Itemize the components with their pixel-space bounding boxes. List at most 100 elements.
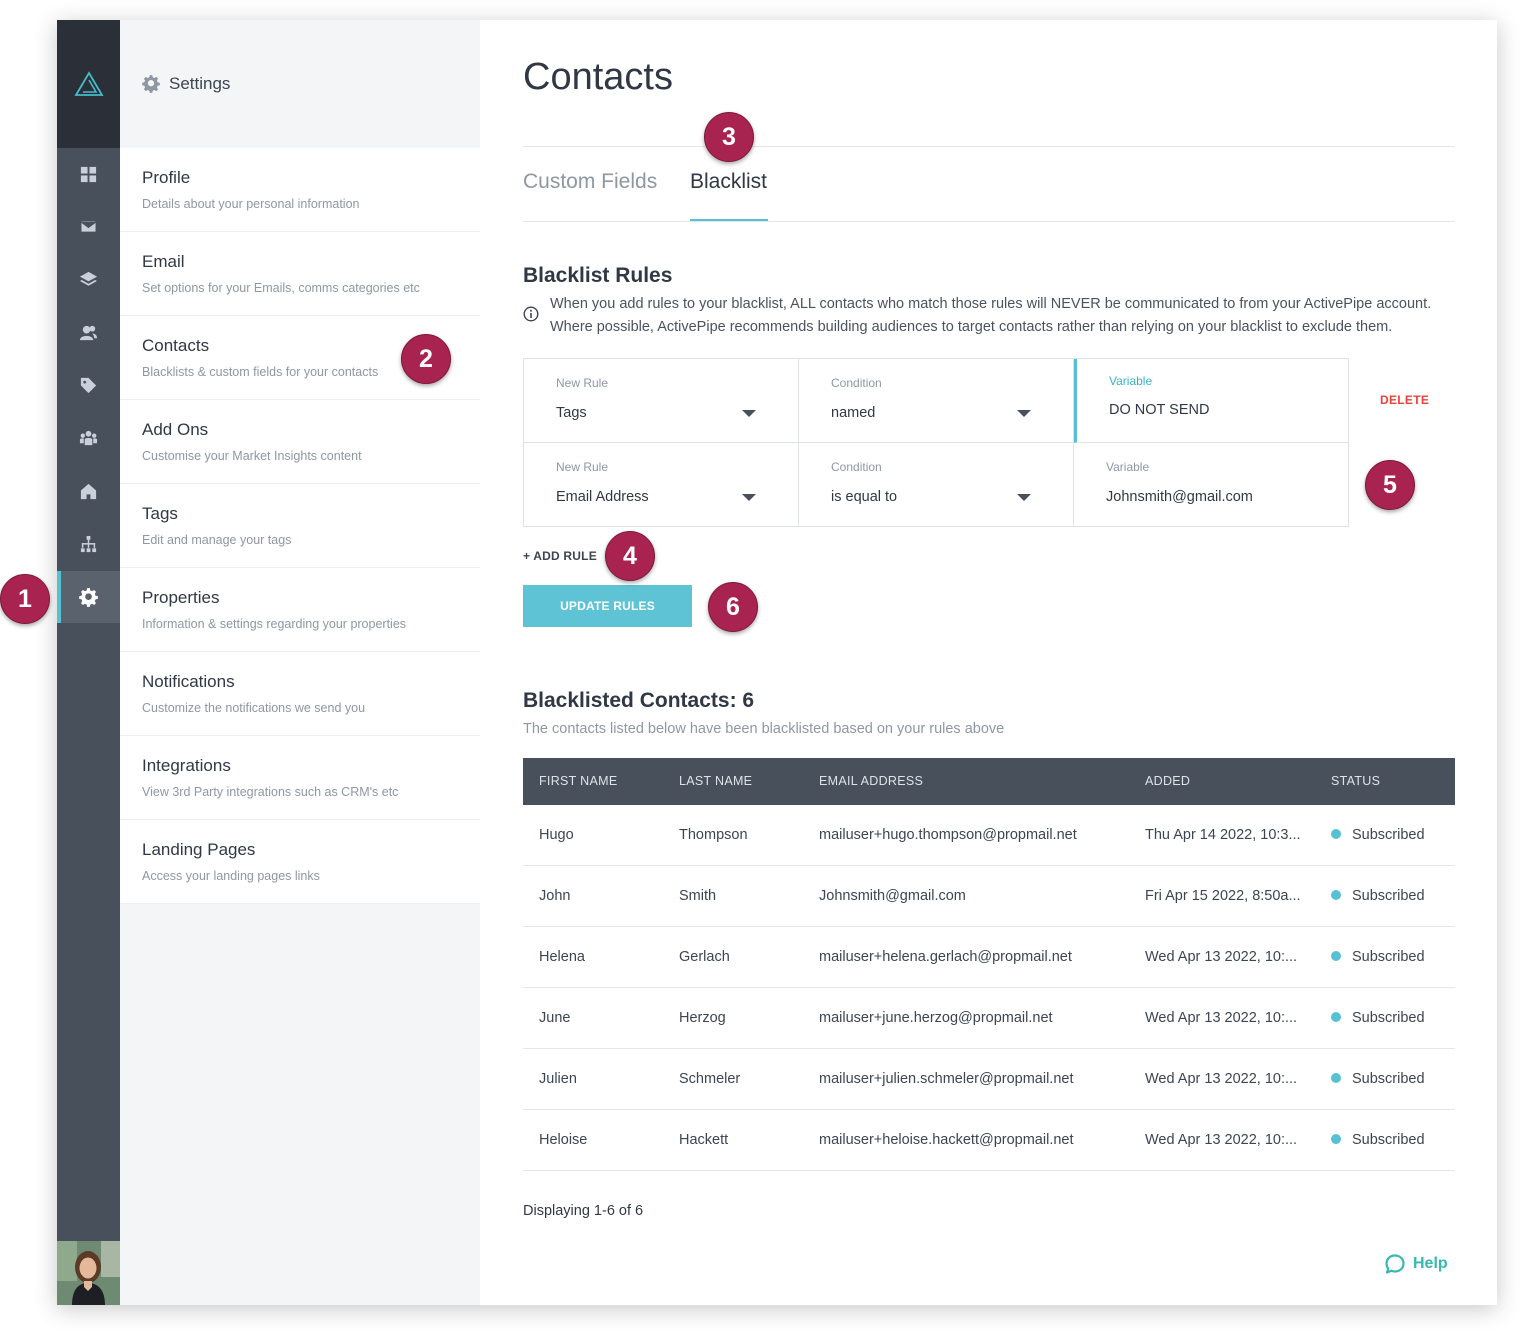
gear-icon (79, 587, 98, 607)
table-row[interactable]: Julien Schmeler mailuser+julien.schmeler… (523, 1049, 1455, 1110)
menu-item-desc: Access your landing pages links (142, 869, 320, 883)
rule-label: New Rule (556, 376, 609, 390)
rail-settings[interactable] (57, 571, 120, 623)
rule-select[interactable]: New Rule Email Address (524, 443, 799, 527)
status-dot-icon (1331, 1134, 1341, 1144)
rail-layers[interactable] (57, 253, 120, 305)
chat-bubble-icon (1385, 1254, 1405, 1274)
rail-sitemap[interactable] (57, 518, 120, 570)
settings-header: Settings (120, 20, 480, 148)
table-row[interactable]: June Herzog mailuser+june.herzog@propmai… (523, 988, 1455, 1049)
condition-select[interactable]: Condition is equal to (799, 443, 1074, 527)
active-tab-indicator (690, 219, 768, 222)
column-header[interactable]: ADDED (1145, 774, 1191, 788)
last-name-cell: Herzog (679, 1010, 726, 1026)
add-rule-button[interactable]: + ADD RULE (523, 549, 597, 563)
menu-item-landing-pages[interactable]: Landing Pages Access your landing pages … (120, 820, 480, 904)
tab-custom-fields[interactable]: Custom Fields (523, 170, 658, 193)
callout-badge: 5 (1365, 460, 1415, 510)
tag-icon (80, 377, 97, 393)
tab-blacklist[interactable]: Blacklist (690, 170, 768, 193)
rule-value: Email Address (556, 489, 649, 505)
rail-mail[interactable] (57, 200, 120, 252)
menu-item-email[interactable]: Email Set options for your Emails, comms… (120, 232, 480, 316)
status-cell: Subscribed (1331, 949, 1425, 965)
callout-badge: 4 (605, 531, 655, 581)
menu-item-desc: Details about your personal information (142, 197, 360, 211)
menu-item-notifications[interactable]: Notifications Customize the notification… (120, 652, 480, 736)
blacklisted-contacts-subtitle: The contacts listed below have been blac… (523, 721, 1005, 737)
condition-label: Condition (831, 460, 882, 474)
rule-select[interactable]: New Rule Tags (524, 359, 799, 443)
rail-team[interactable] (57, 412, 120, 464)
status-dot-icon (1331, 1012, 1341, 1022)
menu-item-tags[interactable]: Tags Edit and manage your tags (120, 484, 480, 568)
email-cell: mailuser+julien.schmeler@propmail.net (819, 1071, 1074, 1087)
menu-item-desc: Customise your Market Insights content (142, 449, 362, 463)
team-icon (79, 430, 98, 445)
table-row[interactable]: Heloise Hackett mailuser+heloise.hackett… (523, 1110, 1455, 1171)
avatar[interactable] (57, 1241, 120, 1305)
tabs-divider (523, 221, 1455, 222)
menu-item-integrations[interactable]: Integrations View 3rd Party integrations… (120, 736, 480, 820)
condition-value: named (831, 405, 876, 421)
rail-tags[interactable] (57, 359, 120, 411)
status-label: Subscribed (1352, 1010, 1425, 1026)
status-cell: Subscribed (1331, 1010, 1425, 1026)
email-cell: mailuser+hugo.thompson@propmail.net (819, 827, 1077, 843)
pagination-info: Displaying 1-6 of 6 (523, 1203, 644, 1219)
home-icon (80, 483, 97, 499)
rules-table: New Rule Tags Condition named Variable D… (523, 358, 1349, 527)
menu-item-title: Properties (142, 588, 220, 607)
column-header[interactable]: EMAIL ADDRESS (819, 774, 924, 788)
caret-down-icon (742, 410, 756, 417)
main-content: Contacts Custom Fields Blacklist Blackli… (480, 20, 1497, 1305)
menu-item-add-ons[interactable]: Add Ons Customise your Market Insights c… (120, 400, 480, 484)
variable-value: DO NOT SEND (1109, 402, 1210, 418)
menu-item-contacts[interactable]: Contacts Blacklists & custom fields for … (120, 316, 480, 400)
logo[interactable] (57, 20, 120, 148)
menu-item-profile[interactable]: Profile Details about your personal info… (120, 148, 480, 232)
rail-contacts[interactable] (57, 306, 120, 358)
condition-select[interactable]: Condition named (799, 359, 1074, 443)
update-rules-button[interactable]: UPDATE RULES (523, 585, 692, 627)
delete-rule-button[interactable]: DELETE (1380, 393, 1430, 407)
status-dot-icon (1331, 890, 1341, 900)
caret-down-icon (1017, 410, 1031, 417)
status-dot-icon (1331, 1073, 1341, 1083)
blacklist-rules-title: Blacklist Rules (523, 264, 673, 287)
menu-item-title: Profile (142, 168, 191, 187)
info-icon (523, 306, 539, 322)
condition-value: is equal to (831, 489, 898, 505)
first-name-cell: Hugo (539, 827, 574, 843)
email-cell: mailuser+heloise.hackett@propmail.net (819, 1132, 1074, 1148)
status-label: Subscribed (1352, 1132, 1425, 1148)
help-button[interactable]: Help (1384, 1253, 1448, 1275)
column-header[interactable]: FIRST NAME (539, 774, 618, 788)
menu-item-properties[interactable]: Properties Information & settings regard… (120, 568, 480, 652)
first-name-cell: Helena (539, 949, 585, 965)
menu-item-title: Email (142, 252, 185, 271)
column-header[interactable]: LAST NAME (679, 774, 753, 788)
added-cell: Thu Apr 14 2022, 10:3... (1145, 827, 1301, 843)
table-row[interactable]: Hugo Thompson mailuser+hugo.thompson@pro… (523, 805, 1455, 866)
status-label: Subscribed (1352, 827, 1425, 843)
status-cell: Subscribed (1331, 1071, 1425, 1087)
variable-field[interactable]: Variable DO NOT SEND (1074, 359, 1349, 443)
help-label: Help (1413, 1255, 1448, 1272)
table-row[interactable]: John Smith Johnsmith@gmail.com Fri Apr 1… (523, 866, 1455, 927)
variable-label: Variable (1109, 374, 1153, 388)
blacklisted-contacts-table: FIRST NAME LAST NAME EMAIL ADDRESS ADDED… (523, 758, 1455, 1171)
menu-item-title: Notifications (142, 672, 235, 691)
status-cell: Subscribed (1331, 827, 1425, 843)
variable-field[interactable]: Variable Johnsmith@gmail.com (1074, 443, 1349, 527)
table-row[interactable]: Helena Gerlach mailuser+helena.gerlach@p… (523, 927, 1455, 988)
layers-icon (79, 271, 98, 286)
first-name-cell: Julien (539, 1071, 577, 1087)
rail-home[interactable] (57, 465, 120, 517)
added-cell: Wed Apr 13 2022, 10:... (1145, 1071, 1298, 1087)
rail-dashboard[interactable] (57, 148, 120, 200)
column-header[interactable]: STATUS (1331, 774, 1381, 788)
email-cell: mailuser+june.herzog@propmail.net (819, 1010, 1053, 1026)
gear-icon (142, 75, 160, 93)
